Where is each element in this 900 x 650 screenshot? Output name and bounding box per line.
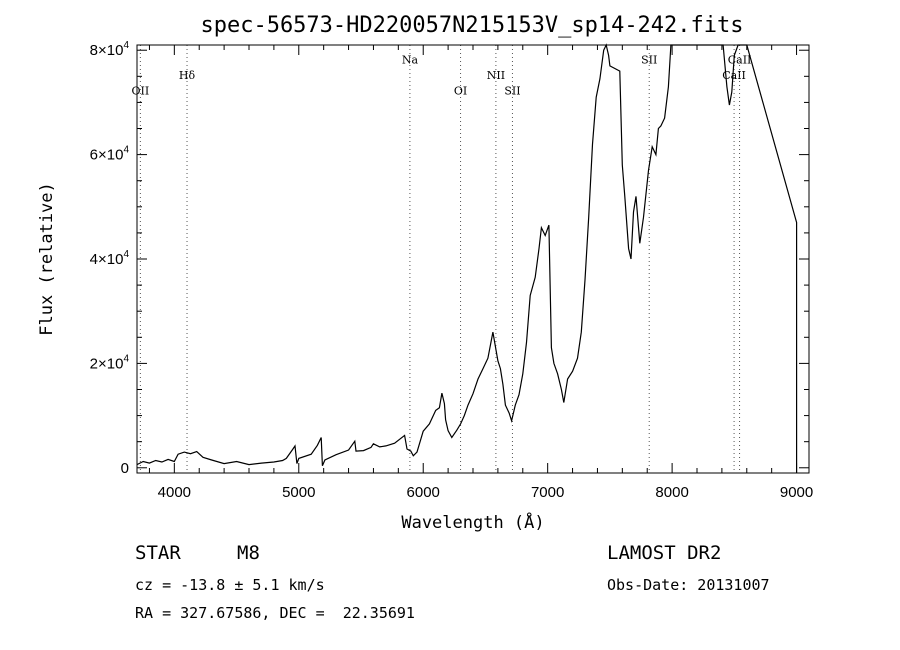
spectral-line-label: OII	[132, 85, 150, 98]
spectral-line-markers: OII Hδ Na OI NII SII SII CaII CaII	[132, 45, 752, 473]
survey-name: LAMOST DR2	[607, 542, 722, 564]
plot-frame	[136, 44, 810, 474]
spectral-line-label: OI	[454, 85, 467, 98]
x-tick-label: 6000	[407, 484, 440, 501]
obs-date: Obs-Date: 20131007	[607, 576, 770, 594]
y-tick-exponent: 4	[123, 249, 129, 260]
spectral-line-label: CaII	[728, 53, 752, 66]
spectral-line-label: SII	[641, 53, 657, 66]
y-tick-mantissa: 6×10	[90, 147, 124, 164]
x-tick-label: 8000	[655, 484, 688, 501]
x-axis-label: Wavelength (Å)	[401, 511, 544, 533]
y-tick-exponent: 4	[123, 353, 129, 364]
chart-title: spec-56573-HD220057N215153V_sp14-242.fit…	[200, 13, 743, 38]
spectral-line-label: Na	[402, 53, 419, 66]
y-tick-label: 4×104	[90, 249, 130, 268]
y-axis-label: Flux (relative)	[37, 182, 57, 336]
coordinates-text: RA = 327.67586, DEC = 22.35691	[135, 604, 415, 622]
y-tick-exponent: 4	[123, 145, 129, 156]
y-tick-mantissa: 4×10	[90, 251, 124, 268]
object-class: STAR	[135, 542, 181, 564]
spectral-line-label: SII	[504, 85, 520, 98]
y-tick-mantissa: 8×10	[90, 42, 124, 59]
y-tick-exponent: 4	[123, 40, 129, 51]
x-tick-label: 7000	[531, 484, 564, 501]
y-tick-label: 2×104	[90, 353, 130, 372]
spectrum-line	[136, 43, 798, 473]
y-tick-label: 0	[121, 460, 129, 477]
spectral-line-label: Hδ	[179, 69, 196, 82]
y-tick-label: 6×104	[90, 145, 130, 164]
axis-ticks: 4000 5000 6000 7000 8000 900002×1044×1046×104…	[90, 40, 814, 501]
x-tick-label: 9000	[780, 484, 813, 501]
object-subclass: M8	[237, 542, 260, 564]
y-tick-label: 8×104	[90, 40, 130, 59]
redshift-text: cz = -13.8 ± 5.1 km/s	[135, 576, 325, 594]
x-tick-label: 5000	[282, 484, 315, 501]
spectral-line-label: CaII	[722, 69, 746, 82]
spectral-line-label: NII	[487, 69, 505, 82]
x-tick-label: 4000	[158, 484, 191, 501]
y-tick-mantissa: 0	[121, 460, 129, 477]
y-tick-mantissa: 2×10	[90, 355, 124, 372]
